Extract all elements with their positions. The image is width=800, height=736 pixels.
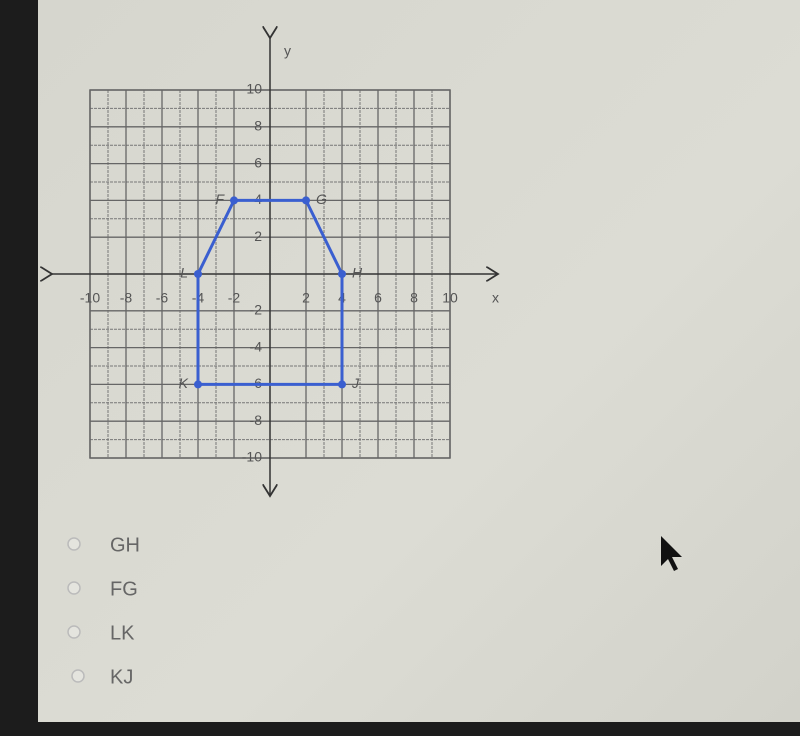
vertex <box>194 270 202 278</box>
y-tick-label: -10 <box>242 449 262 465</box>
option-label[interactable]: GH <box>110 534 140 556</box>
vertex-label: H <box>352 265 363 281</box>
y-tick-label: 10 <box>246 81 262 97</box>
x-tick-label: -8 <box>120 290 133 306</box>
y-tick-label: -4 <box>250 338 263 354</box>
vertex-label: K <box>179 375 189 391</box>
x-tick-label: 6 <box>374 290 382 306</box>
mouse-cursor <box>661 536 682 571</box>
polygon-group: F G H J K L <box>179 191 363 391</box>
x-axis-label: x <box>492 290 499 306</box>
x-tick-label: 8 <box>410 290 418 306</box>
x-tick-label: -10 <box>80 290 100 306</box>
vertex <box>338 270 346 278</box>
radio-button[interactable] <box>67 581 81 595</box>
vertex <box>302 196 310 205</box>
y-tick-label: -2 <box>250 302 263 318</box>
radio-button[interactable] <box>67 537 81 551</box>
option-label[interactable]: KJ <box>110 666 133 688</box>
x-tick-label: -6 <box>156 290 169 306</box>
vertex-label: G <box>316 191 327 207</box>
y-tick-label: 8 <box>254 118 262 134</box>
radio-button[interactable] <box>67 625 81 639</box>
x-tick-label: -2 <box>228 290 241 306</box>
option-label[interactable]: FG <box>110 578 138 600</box>
vertex <box>230 196 238 205</box>
vertex-label: F <box>215 191 225 207</box>
y-tick-label: 2 <box>254 228 262 244</box>
vertex <box>194 380 202 389</box>
vertex-label: L <box>180 265 188 281</box>
vertex-label: J <box>351 375 360 391</box>
radio-button[interactable] <box>71 669 85 683</box>
screen <box>38 0 800 722</box>
x-tick-label: 2 <box>302 290 310 306</box>
option-label[interactable]: LK <box>110 622 135 644</box>
y-tick-label: -8 <box>250 412 263 428</box>
x-tick-label: 10 <box>442 290 458 306</box>
y-axis-label: y <box>284 43 291 59</box>
vertex <box>338 380 346 389</box>
y-tick-label: 6 <box>254 154 262 170</box>
answer-options: GH FG LK KJ <box>67 534 140 688</box>
